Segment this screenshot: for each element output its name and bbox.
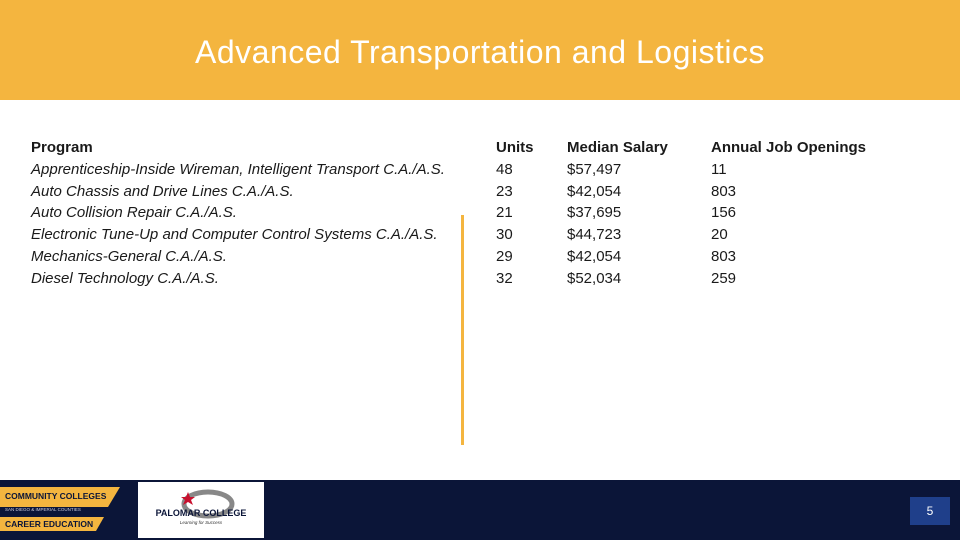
table-cell: 803 (711, 182, 737, 200)
table-cell: 48 (496, 160, 513, 178)
column-header: Program (31, 139, 93, 156)
program-name: Electronic Tune-Up and Computer Control … (31, 226, 438, 244)
table-cell: 156 (711, 204, 737, 222)
logo-text: CAREER EDUCATION (5, 519, 93, 529)
table-cell: 29 (496, 248, 513, 265)
table-cell: 20 (711, 226, 728, 244)
table-cell: $44,723 (567, 226, 622, 244)
table-cell: $57,497 (567, 160, 622, 178)
table-cell: 30 (496, 226, 513, 244)
community-colleges-logo: COMMUNITY COLLEGES SAN DIEGO & IMPERIAL … (0, 487, 120, 531)
logo-star (181, 492, 195, 505)
page-number: 5 (910, 497, 950, 525)
column-header: Units (496, 139, 534, 156)
table-cell: $42,054 (567, 248, 622, 265)
table-cell: $42,054 (567, 182, 622, 200)
table-cell: 11 (711, 160, 727, 178)
palomar-logo: PALOMAR COLLEGE Learning for Success (138, 482, 264, 538)
logo-text: Learning for Success (180, 520, 223, 525)
program-name: Mechanics-General C.A./A.S. (31, 248, 227, 265)
table-cell: 259 (711, 269, 737, 287)
column-header: Annual Job Openings (711, 139, 867, 156)
slide-title: Advanced Transportation and Logistics (195, 34, 765, 70)
program-name: Apprenticeship-Inside Wireman, Intellige… (31, 160, 445, 178)
table-cell: $52,034 (567, 269, 622, 287)
table-cell: 23 (496, 182, 513, 200)
column-header: Median Salary (567, 139, 668, 156)
logo-band (0, 487, 120, 507)
table-cell: 803 (711, 248, 737, 265)
logo-text: COMMUNITY COLLEGES (5, 491, 107, 501)
program-name: Auto Chassis and Drive Lines C.A./A.S. (31, 182, 294, 200)
header-band (0, 0, 960, 100)
program-name: Auto Collision Repair C.A./A.S. (31, 204, 237, 222)
table-cell: $37,695 (567, 204, 622, 222)
program-name: Diesel Technology C.A./A.S. (31, 269, 219, 287)
table-cell: 21 (496, 204, 513, 222)
table-cell: 32 (496, 269, 513, 287)
logo-band (0, 517, 104, 531)
logo-text: PALOMAR COLLEGE (156, 508, 247, 518)
divider-line (461, 215, 464, 445)
logo-text: SAN DIEGO & IMPERIAL COUNTIES (5, 507, 81, 512)
